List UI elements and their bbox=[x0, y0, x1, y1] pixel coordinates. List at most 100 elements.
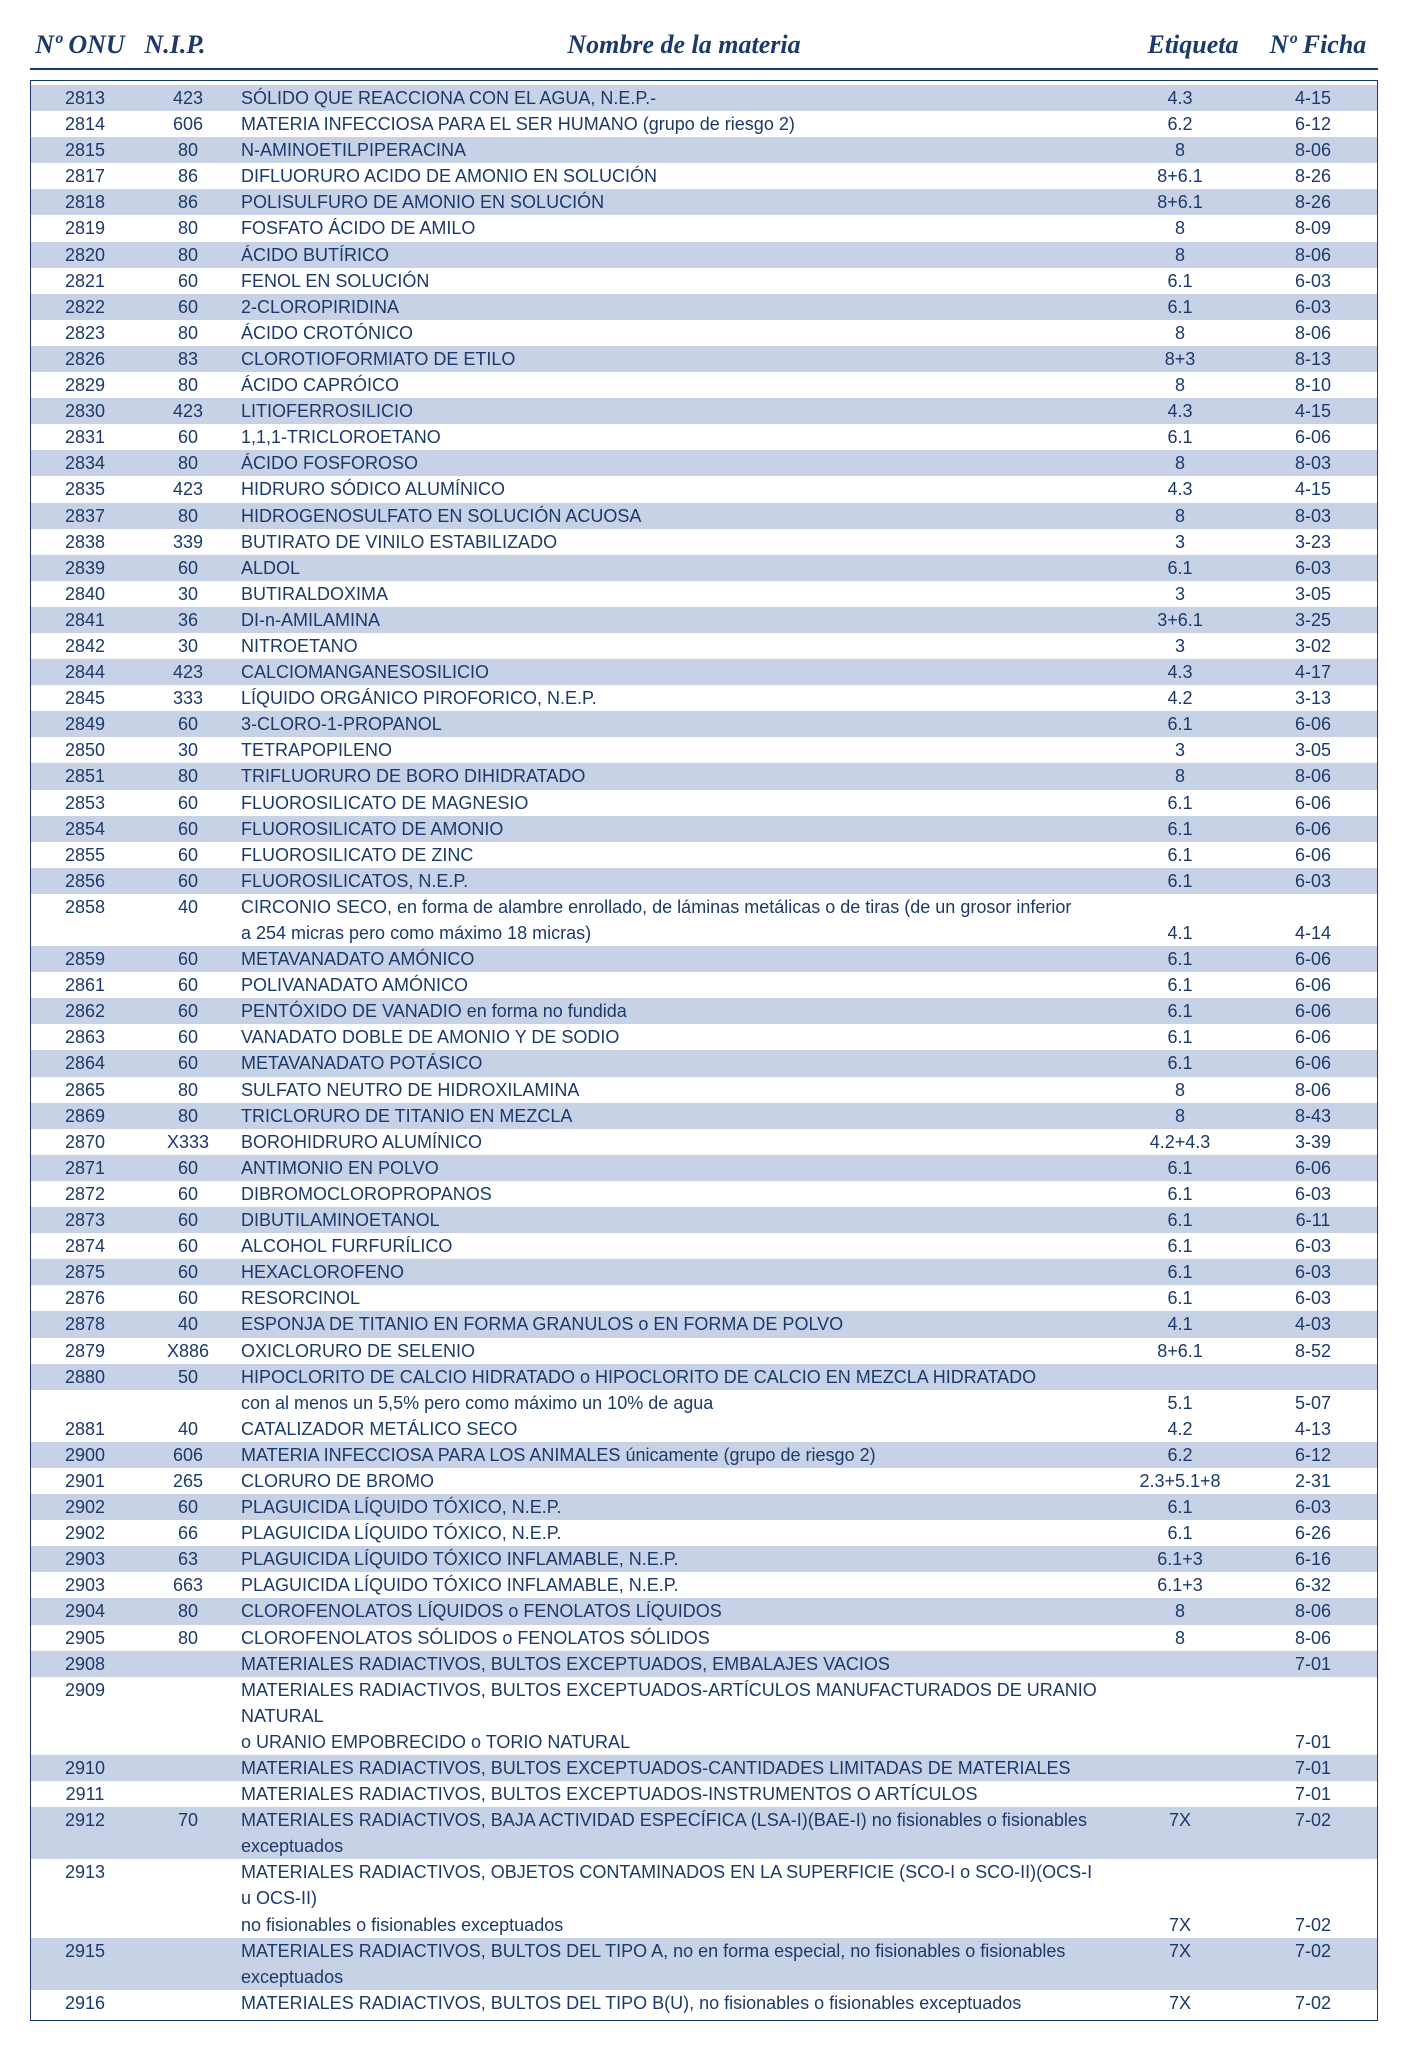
table-row: 290580CLOROFENOLATOS SÓLIDOS o FENOLATOS… bbox=[31, 1625, 1377, 1651]
cell-nip: 30 bbox=[139, 737, 237, 763]
cell-ficha: 3-02 bbox=[1249, 633, 1377, 659]
table-row: 285180TRIFLUORURO DE BORO DIHIDRATADO88-… bbox=[31, 763, 1377, 789]
cell-ficha: 6-06 bbox=[1249, 1155, 1377, 1181]
cell-ficha: 3-39 bbox=[1249, 1129, 1377, 1155]
cell-ficha: 8-26 bbox=[1249, 189, 1377, 215]
cell-nip bbox=[139, 1938, 237, 1990]
cell-nombre: o URANIO EMPOBRECIDO o TORIO NATURAL bbox=[237, 1729, 1111, 1755]
cell-nombre: ÁCIDO CAPRÓICO bbox=[237, 372, 1111, 398]
cell-etiqueta bbox=[1111, 1781, 1249, 1807]
cell-ficha: 8-06 bbox=[1249, 320, 1377, 346]
cell-nombre: CALCIOMANGANESOSILICIO bbox=[237, 659, 1111, 685]
table-row: 2900606MATERIA INFECCIOSA PARA LOS ANIMA… bbox=[31, 1442, 1377, 1468]
cell-onu: 2873 bbox=[31, 1207, 139, 1233]
cell-nombre: LÍQUIDO ORGÁNICO PIROFORICO, N.E.P. bbox=[237, 685, 1111, 711]
cell-onu: 2835 bbox=[31, 476, 139, 502]
cell-nombre: BUTIRALDOXIMA bbox=[237, 581, 1111, 607]
cell-nombre: OXICLORURO DE SELENIO bbox=[237, 1338, 1111, 1364]
header-nombre: Nombre de la materia bbox=[220, 30, 1128, 60]
table-row: 2870X333BOROHIDRURO ALUMÍNICO4.2+4.33-39 bbox=[31, 1129, 1377, 1155]
table-row: 2831601,1,1-TRICLOROETANO6.16-06 bbox=[31, 424, 1377, 450]
cell-etiqueta bbox=[1111, 1364, 1249, 1390]
table-row: 2879X886OXICLORURO DE SELENIO8+6.18-52 bbox=[31, 1338, 1377, 1364]
cell-nip: 339 bbox=[139, 529, 237, 555]
cell-ficha: 4-17 bbox=[1249, 659, 1377, 685]
cell-etiqueta: 8+6.1 bbox=[1111, 163, 1249, 189]
table-row: 2838339BUTIRATO DE VINILO ESTABILIZADO33… bbox=[31, 529, 1377, 555]
cell-nip bbox=[139, 1781, 237, 1807]
cell-etiqueta: 8 bbox=[1111, 242, 1249, 268]
cell-onu: 2874 bbox=[31, 1233, 139, 1259]
cell-onu: 2849 bbox=[31, 711, 139, 737]
cell-onu bbox=[31, 920, 139, 946]
table-row: 285460FLUOROSILICATO DE AMONIO6.16-06 bbox=[31, 816, 1377, 842]
cell-onu: 2903 bbox=[31, 1546, 139, 1572]
cell-nip: 60 bbox=[139, 842, 237, 868]
cell-nip bbox=[139, 1729, 237, 1755]
cell-nombre: PLAGUICIDA LÍQUIDO TÓXICO, N.E.P. bbox=[237, 1494, 1111, 1520]
cell-nombre: SÓLIDO QUE REACCIONA CON EL AGUA, N.E.P.… bbox=[237, 85, 1111, 111]
table-row: 2909MATERIALES RADIACTIVOS, BULTOS EXCEP… bbox=[31, 1677, 1377, 1729]
cell-onu: 2865 bbox=[31, 1077, 139, 1103]
table-row: 282080ÁCIDO BUTÍRICO88-06 bbox=[31, 242, 1377, 268]
cell-ficha: 8-03 bbox=[1249, 450, 1377, 476]
cell-nip: 36 bbox=[139, 607, 237, 633]
table-header: Nº ONU N.I.P. Nombre de la materia Etiqu… bbox=[30, 30, 1378, 70]
cell-nip: 663 bbox=[139, 1572, 237, 1598]
cell-onu: 2850 bbox=[31, 737, 139, 763]
cell-onu: 2826 bbox=[31, 346, 139, 372]
cell-onu: 2869 bbox=[31, 1103, 139, 1129]
table-row: 283480ÁCIDO FOSFOROSO88-03 bbox=[31, 450, 1377, 476]
cell-onu: 2845 bbox=[31, 685, 139, 711]
cell-nip: 60 bbox=[139, 816, 237, 842]
cell-nip: 86 bbox=[139, 163, 237, 189]
cell-etiqueta: 8 bbox=[1111, 503, 1249, 529]
table-row: 283960ALDOL6.16-03 bbox=[31, 555, 1377, 581]
table-row: 281580N-AMINOETILPIPERACINA88-06 bbox=[31, 137, 1377, 163]
cell-onu: 2858 bbox=[31, 894, 139, 920]
cell-nombre: MATERIALES RADIACTIVOS, BULTOS EXCEPTUAD… bbox=[237, 1677, 1111, 1729]
cell-onu: 2815 bbox=[31, 137, 139, 163]
table-row: 282380ÁCIDO CROTÓNICO88-06 bbox=[31, 320, 1377, 346]
cell-onu: 2841 bbox=[31, 607, 139, 633]
cell-etiqueta: 3 bbox=[1111, 633, 1249, 659]
cell-ficha: 8-06 bbox=[1249, 1625, 1377, 1651]
cell-etiqueta: 6.1 bbox=[1111, 998, 1249, 1024]
cell-ficha: 6-06 bbox=[1249, 1050, 1377, 1076]
cell-nip: 80 bbox=[139, 450, 237, 476]
table-row: 288140CATALIZADOR METÁLICO SECO4.24-13 bbox=[31, 1416, 1377, 1442]
table-row: 287460ALCOHOL FURFURÍLICO6.16-03 bbox=[31, 1233, 1377, 1259]
cell-ficha: 7-01 bbox=[1249, 1729, 1377, 1755]
cell-nombre: CLOROTIOFORMIATO DE ETILO bbox=[237, 346, 1111, 372]
cell-nip: 60 bbox=[139, 1050, 237, 1076]
cell-ficha: 6-06 bbox=[1249, 790, 1377, 816]
cell-ficha: 6-06 bbox=[1249, 711, 1377, 737]
cell-nip bbox=[139, 1912, 237, 1938]
cell-ficha: 6-26 bbox=[1249, 1520, 1377, 1546]
cell-onu: 2838 bbox=[31, 529, 139, 555]
cell-nip: 423 bbox=[139, 398, 237, 424]
cell-nip: 60 bbox=[139, 946, 237, 972]
cell-etiqueta: 4.2 bbox=[1111, 685, 1249, 711]
cell-nip bbox=[139, 920, 237, 946]
table-row: 281980FOSFATO ÁCIDO DE AMILO88-09 bbox=[31, 215, 1377, 241]
cell-nombre: a 254 micras pero como máximo 18 micras) bbox=[237, 920, 1111, 946]
cell-onu: 2911 bbox=[31, 1781, 139, 1807]
cell-onu: 2878 bbox=[31, 1311, 139, 1337]
cell-onu: 2879 bbox=[31, 1338, 139, 1364]
cell-onu bbox=[31, 1729, 139, 1755]
cell-nombre: MATERIALES RADIACTIVOS, BULTOS DEL TIPO … bbox=[237, 1938, 1111, 1990]
cell-ficha bbox=[1249, 1677, 1377, 1729]
cell-nip: 60 bbox=[139, 1207, 237, 1233]
table-row: 287840ESPONJA DE TITANIO EN FORMA GRANUL… bbox=[31, 1311, 1377, 1337]
cell-nip: 60 bbox=[139, 1285, 237, 1311]
cell-etiqueta: 3 bbox=[1111, 737, 1249, 763]
cell-onu bbox=[31, 1390, 139, 1416]
cell-etiqueta: 6.1 bbox=[1111, 711, 1249, 737]
cell-etiqueta bbox=[1111, 894, 1249, 920]
cell-nombre: CLOROFENOLATOS SÓLIDOS o FENOLATOS SÓLID… bbox=[237, 1625, 1111, 1651]
cell-nip: 30 bbox=[139, 581, 237, 607]
table-row: 2830423LITIOFERROSILICIO4.34-15 bbox=[31, 398, 1377, 424]
cell-ficha: 8-52 bbox=[1249, 1338, 1377, 1364]
table-row: a 254 micras pero como máximo 18 micras)… bbox=[31, 920, 1377, 946]
